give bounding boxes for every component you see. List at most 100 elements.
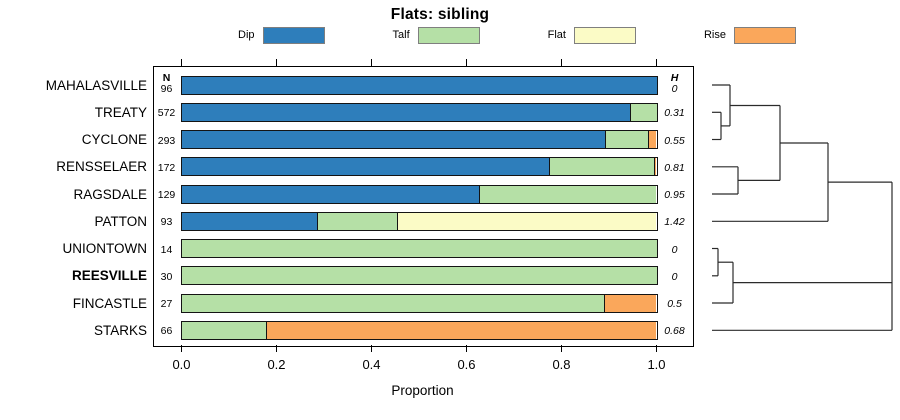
n-value: 572 xyxy=(157,107,176,120)
row-label: CYCLONE xyxy=(81,132,147,148)
x-axis-title: Proportion xyxy=(391,383,454,398)
legend-item-talf: Talf xyxy=(392,26,480,44)
n-value: 96 xyxy=(160,83,173,95)
bar xyxy=(180,157,658,177)
n-value: 129 xyxy=(157,189,176,202)
legend-swatch-talf xyxy=(417,26,480,44)
bar-segment-talf xyxy=(316,212,397,230)
row-label: RAGSDALE xyxy=(73,186,147,202)
bar xyxy=(180,130,658,150)
x-axis-tick-label: 0.8 xyxy=(552,357,571,372)
x-axis-tick-label: 0.2 xyxy=(267,357,286,372)
legend-swatch-flat xyxy=(573,26,636,44)
x-axis-tick-bottom xyxy=(276,345,277,352)
n-value: 93 xyxy=(160,216,173,229)
legend-item-flat: Flat xyxy=(547,26,636,44)
bar-segment-dip xyxy=(181,131,605,149)
x-axis-tick-label: 0.4 xyxy=(362,357,381,372)
n-value: 14 xyxy=(160,243,173,256)
n-value: 293 xyxy=(157,134,176,147)
x-axis-tick-label: 1.0 xyxy=(647,357,666,372)
n-value: 172 xyxy=(157,161,176,174)
bar xyxy=(180,266,658,286)
bar-segment-rise xyxy=(653,158,657,176)
x-axis-tick-top xyxy=(371,59,372,66)
x-axis-tick-top xyxy=(181,59,182,66)
legend: Dip Talf Flat Rise xyxy=(238,26,796,44)
h-value: 0.5 xyxy=(667,298,682,311)
row-label: TREATY xyxy=(94,104,147,120)
h-value: 1.42 xyxy=(664,216,685,229)
legend-swatch-dip xyxy=(262,26,325,44)
x-axis-tick-top xyxy=(656,59,657,66)
row-label: REESVILLE xyxy=(71,268,147,284)
bar-segment-dip xyxy=(181,212,317,230)
bar-segment-rise xyxy=(603,294,657,312)
x-axis-tick-bottom xyxy=(371,345,372,352)
n-value: 27 xyxy=(160,298,173,311)
bar xyxy=(180,293,658,313)
legend-swatch-rise xyxy=(734,26,796,44)
x-axis-tick-top xyxy=(276,59,277,66)
x-axis-tick-bottom xyxy=(466,345,467,352)
x-axis-tick-label: 0.6 xyxy=(457,357,476,372)
bar xyxy=(180,320,658,340)
x-axis-tick-label: 0.0 xyxy=(172,357,191,372)
legend-label: Dip xyxy=(238,29,255,41)
bar-segment-rise xyxy=(266,321,657,339)
bar-segment-talf xyxy=(479,185,657,203)
legend-label: Talf xyxy=(392,29,410,41)
h-column-header: H xyxy=(670,72,679,84)
bar-segment-talf xyxy=(548,158,654,176)
bar-segment-talf xyxy=(630,103,657,121)
bar-segment-talf xyxy=(181,321,267,339)
bar-segment-rise xyxy=(648,131,657,149)
chart-title: Flats: sibling xyxy=(390,6,490,23)
row-label: STARKS xyxy=(93,322,147,338)
h-value: 0.55 xyxy=(664,134,685,147)
n-value: 30 xyxy=(160,270,173,283)
legend-label: Rise xyxy=(703,29,726,41)
h-value: 0 xyxy=(671,243,678,256)
bar-segment-dip xyxy=(181,185,480,203)
x-axis-tick-top xyxy=(561,59,562,66)
bar-segment-dip xyxy=(181,103,631,121)
n-column: N 96 xyxy=(154,73,180,95)
bar xyxy=(180,239,658,259)
bar xyxy=(180,184,658,204)
bar-segment-talf xyxy=(181,240,657,258)
row-label: MAHALASVILLE xyxy=(45,77,147,93)
bar-segment-talf xyxy=(181,267,657,285)
x-axis-tick-top xyxy=(466,59,467,66)
h-value: 0.95 xyxy=(664,189,685,202)
n-value: 66 xyxy=(160,325,173,338)
legend-item-rise: Rise xyxy=(703,26,796,44)
n-column-header: N xyxy=(162,72,171,84)
bar-segment-dip xyxy=(181,158,549,176)
h-value: 0.31 xyxy=(664,107,685,120)
h-value: 0 xyxy=(671,83,678,95)
bar-segment-flat xyxy=(396,212,657,230)
row-label: RENSSELAER xyxy=(56,159,147,175)
bar-segment-talf xyxy=(181,294,604,312)
h-value: 0.81 xyxy=(664,161,685,174)
bar xyxy=(180,75,658,95)
x-axis-tick-bottom xyxy=(181,345,182,352)
row-label: FINCASTLE xyxy=(72,295,147,311)
bar xyxy=(180,102,658,122)
bar xyxy=(180,211,658,231)
h-value: 0 xyxy=(671,270,678,283)
plot-area xyxy=(153,66,694,347)
bar-segment-dip xyxy=(181,76,657,94)
legend-item-dip: Dip xyxy=(238,26,325,44)
h-value: 0.68 xyxy=(664,325,685,338)
x-axis-tick-bottom xyxy=(656,345,657,352)
legend-label: Flat xyxy=(547,29,566,41)
row-label: PATTON xyxy=(94,213,147,229)
bar-segment-talf xyxy=(604,131,649,149)
x-axis-tick-bottom xyxy=(561,345,562,352)
row-label: UNIONTOWN xyxy=(62,241,148,257)
